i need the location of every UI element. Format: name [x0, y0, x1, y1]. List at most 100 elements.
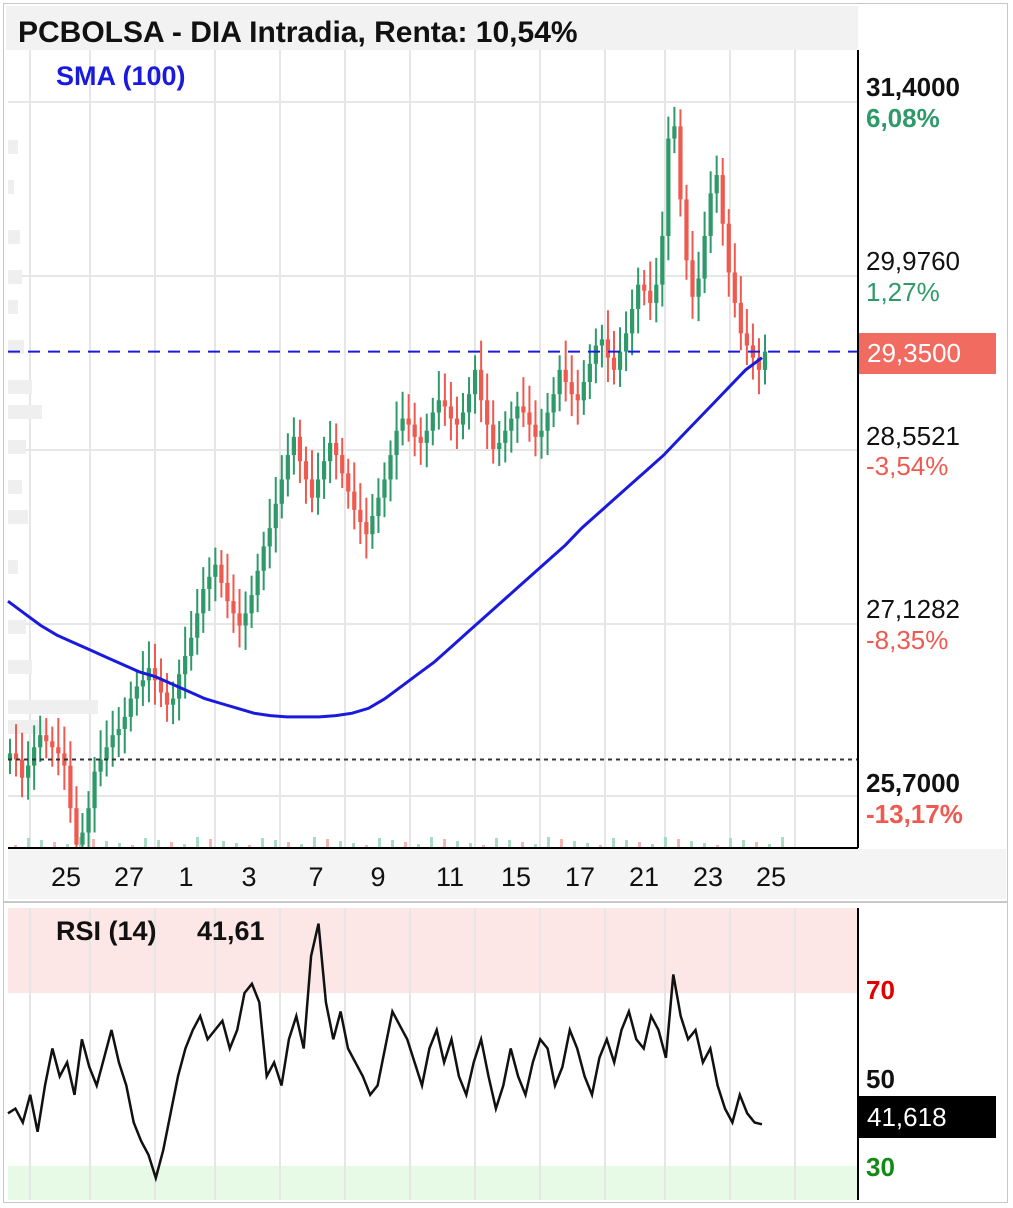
candle-body: [684, 199, 689, 261]
candle-body: [491, 424, 496, 449]
candle-body: [285, 455, 290, 480]
candle-body: [593, 345, 598, 364]
candle-body: [328, 442, 333, 462]
volume-bar: [196, 837, 199, 848]
candle-body: [563, 369, 568, 383]
volume-bar: [430, 837, 433, 848]
candle-body: [225, 582, 230, 602]
candle-body: [623, 333, 629, 352]
volume-bar: [300, 844, 303, 848]
x-tick-label: 23: [692, 862, 724, 892]
volume-bar: [534, 844, 537, 848]
candle-body: [756, 357, 762, 370]
volume-bar: [131, 845, 134, 848]
candle-body: [503, 430, 508, 443]
candle-body: [515, 406, 520, 419]
volume-bar: [105, 841, 108, 848]
candle-body: [128, 698, 133, 717]
candle-body: [158, 680, 164, 693]
rsi-level-label: 30: [866, 1152, 895, 1182]
candle-body: [714, 175, 719, 194]
candle-body: [164, 692, 170, 705]
volume-profile-bar: [8, 700, 98, 714]
candle-body: [497, 442, 502, 449]
candle-body: [533, 424, 538, 437]
x-tick-label: 25: [755, 862, 787, 892]
volume-bar: [27, 838, 30, 848]
candle-body: [702, 235, 707, 279]
candle-body: [340, 455, 345, 474]
volume-bar: [365, 845, 368, 848]
candle-body: [732, 272, 737, 303]
candle-body: [183, 655, 188, 675]
candle-body: [466, 394, 472, 413]
volume-bar: [235, 843, 238, 848]
candle-body: [68, 765, 73, 809]
candle-body: [424, 430, 429, 443]
candle-body: [630, 308, 635, 334]
volume-bar: [417, 844, 420, 848]
candle-body: [249, 595, 254, 614]
candle-body: [255, 570, 260, 596]
candle-body: [587, 363, 592, 383]
volume-bar: [586, 843, 589, 848]
volume-bar: [92, 839, 95, 848]
current-price-badge: 29,3500: [859, 333, 996, 374]
candle-body: [267, 528, 272, 547]
candle-body: [334, 442, 339, 456]
volume-bar: [53, 842, 56, 848]
volume-profile-bar: [8, 140, 18, 154]
volume-bar: [157, 840, 160, 848]
candle-body: [581, 382, 586, 401]
candle-body: [309, 479, 315, 498]
candle-body: [479, 369, 484, 401]
candle-body: [261, 546, 266, 571]
volume-bar: [612, 838, 615, 848]
volume-profile-bar: [8, 480, 22, 494]
candle-body: [44, 735, 49, 742]
candle-body: [551, 394, 556, 413]
volume-bar: [508, 840, 511, 848]
volume-bar: [326, 839, 329, 848]
x-tick-label: 3: [241, 862, 257, 892]
candle-body: [38, 735, 43, 748]
candle-body: [394, 430, 399, 456]
candle-body: [569, 382, 574, 395]
candle-body: [92, 771, 97, 809]
candle-body: [648, 290, 653, 303]
volume-bar: [781, 837, 784, 848]
volume-bar: [560, 839, 563, 848]
x-tick-label: 1: [178, 862, 194, 892]
candle-body: [666, 138, 671, 236]
candle-body: [599, 339, 605, 346]
volume-profile-bar: [8, 270, 22, 284]
candle-body: [388, 455, 393, 480]
candle-body: [672, 126, 677, 139]
volume-profile-bar: [8, 560, 18, 574]
volume-bar: [443, 839, 446, 848]
candle-body: [273, 503, 278, 529]
volume-bar: [339, 841, 342, 848]
volume-bar: [378, 838, 381, 848]
candle-body: [370, 515, 375, 535]
candle-body: [231, 601, 236, 614]
candle-body: [690, 260, 695, 297]
volume-bar: [664, 837, 667, 848]
volume-bar: [521, 842, 524, 848]
candle-body: [98, 759, 103, 772]
volume-profile-bar: [8, 180, 14, 194]
volume-bar: [287, 842, 290, 848]
candle-body: [376, 497, 381, 516]
candle-body: [104, 747, 109, 760]
volume-bar: [547, 837, 550, 848]
candle-body: [472, 369, 478, 395]
volume-bar: [677, 839, 680, 848]
volume-bar: [729, 838, 732, 848]
candle-body: [617, 351, 623, 370]
candle-body: [237, 613, 242, 626]
volume-bar: [599, 845, 602, 848]
candle-body: [152, 668, 158, 681]
rsi-overbought-zone: [8, 908, 858, 993]
volume-bar: [118, 843, 121, 848]
